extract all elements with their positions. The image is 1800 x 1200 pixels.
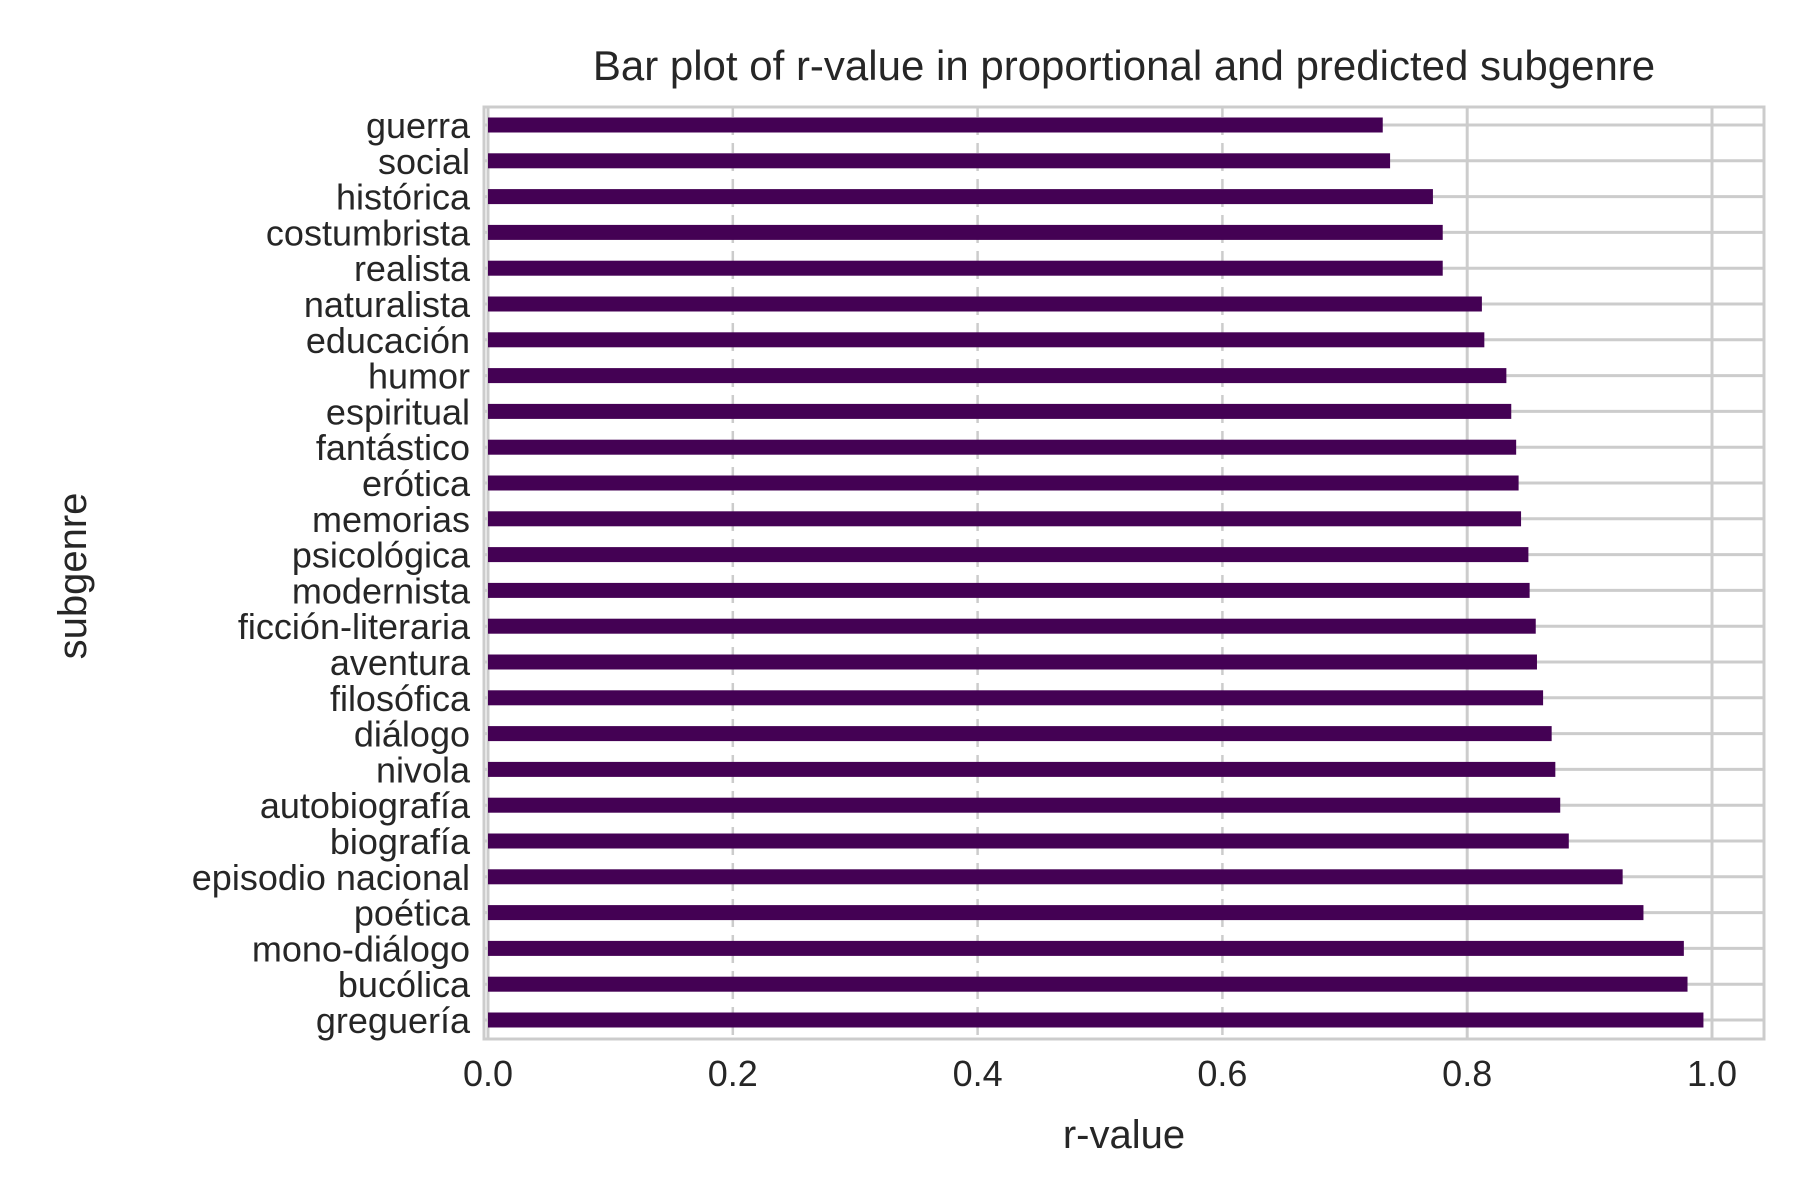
y-tick-label: modernista [292, 570, 471, 611]
bar-autobiografía [488, 797, 1561, 813]
plot-border [482, 105, 1766, 1041]
bar-histórica [488, 189, 1433, 205]
bar-naturalista [488, 296, 1482, 312]
y-tick-labels: guerrasocialhistóricacostumbristarealist… [192, 105, 471, 1041]
y-tick-label: psicológica [292, 535, 471, 576]
y-tick-label: social [378, 141, 470, 182]
x-tick-label: 0.8 [1442, 1053, 1492, 1094]
bar-espiritual [488, 403, 1512, 419]
bar-episodio-nacional [488, 869, 1623, 885]
x-tick-labels: 0.0 0.2 0.4 0.6 0.8 1.0 [463, 1053, 1737, 1094]
x-tick-label: 0.4 [953, 1053, 1003, 1094]
y-tick-label: memorias [312, 499, 470, 540]
y-tick-label: poética [354, 893, 471, 934]
plot-frame [482, 105, 1766, 1041]
bar-nivola [488, 761, 1556, 777]
grid-layer [484, 107, 1764, 1039]
y-tick-label: filosófica [330, 678, 471, 719]
y-tick-label: fantástico [316, 427, 470, 468]
bar-poética [488, 905, 1644, 921]
y-tick-label: biografía [330, 821, 471, 862]
y-tick-label: ficción-literaria [238, 606, 471, 647]
y-tick-label: aventura [330, 642, 471, 683]
bar-educación [488, 332, 1485, 348]
bar-guerra [488, 117, 1383, 133]
y-tick-label: autobiografía [260, 785, 471, 826]
bar-aventura [488, 654, 1537, 670]
bar-humor [488, 368, 1507, 384]
bar-realista [488, 260, 1443, 276]
y-tick-label: guerra [366, 105, 471, 146]
bar-bucólica [488, 976, 1688, 992]
bar-modernista [488, 582, 1530, 598]
bar-mono-diálogo [488, 940, 1684, 956]
y-tick-label: naturalista [304, 284, 471, 325]
bar-costumbrista [488, 224, 1443, 240]
y-tick-label: realista [354, 248, 471, 289]
x-tick-label: 0.2 [708, 1053, 758, 1094]
bar-fantástico [488, 439, 1517, 455]
y-tick-label: costumbrista [266, 212, 471, 253]
bar-memorias [488, 511, 1522, 527]
bar-filosófica [488, 690, 1544, 706]
bar-diálogo [488, 726, 1552, 742]
x-tick-label: 0.0 [463, 1053, 513, 1094]
bar-social [488, 153, 1391, 169]
y-tick-label: nivola [376, 749, 471, 790]
bar-ficción-literaria [488, 618, 1536, 634]
bar-biografía [488, 833, 1569, 849]
y-tick-label: histórica [336, 177, 471, 218]
chart-title: Bar plot of r-value in proportional and … [593, 42, 1655, 89]
y-tick-label: erótica [362, 463, 471, 504]
x-axis-label: r-value [1063, 1113, 1185, 1157]
y-tick-label: educación [306, 320, 470, 361]
y-axis-label: subgenre [51, 493, 95, 660]
bar-greguería [488, 1012, 1704, 1028]
bar-erótica [488, 475, 1519, 491]
y-tick-label: episodio nacional [192, 857, 470, 898]
y-tick-label: mono-diálogo [252, 928, 470, 969]
y-tick-label: diálogo [354, 714, 470, 755]
y-tick-label: espiritual [326, 391, 470, 432]
x-tick-label: 1.0 [1687, 1053, 1737, 1094]
y-tick-label: greguería [316, 1000, 471, 1041]
y-tick-label: humor [368, 356, 470, 397]
bar-psicológica [488, 547, 1529, 563]
y-tick-label: bucólica [338, 964, 471, 1005]
bars-layer [488, 117, 1704, 1028]
x-tick-label: 0.6 [1197, 1053, 1247, 1094]
